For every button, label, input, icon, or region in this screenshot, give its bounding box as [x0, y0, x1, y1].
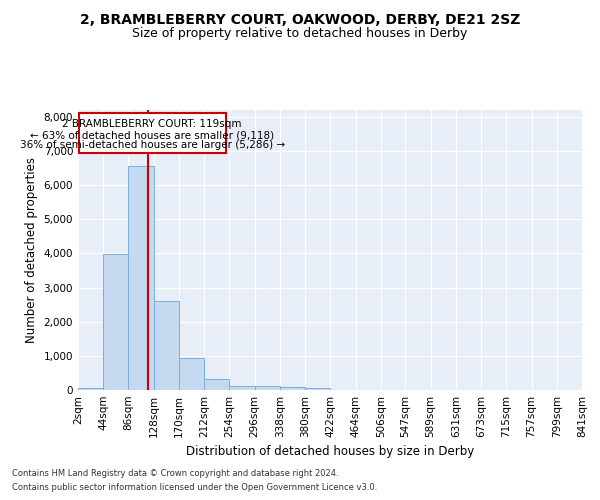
- Bar: [78, 388, 103, 390]
- Bar: [179, 358, 204, 390]
- Text: ← 63% of detached houses are smaller (9,118): ← 63% of detached houses are smaller (9,…: [30, 130, 274, 140]
- Bar: [154, 301, 179, 390]
- Text: 36% of semi-detached houses are larger (5,286) →: 36% of semi-detached houses are larger (…: [20, 140, 285, 150]
- FancyBboxPatch shape: [79, 114, 226, 153]
- Bar: [280, 388, 305, 390]
- Bar: [229, 386, 254, 390]
- Bar: [204, 380, 229, 390]
- Text: 2, BRAMBLEBERRY COURT, OAKWOOD, DERBY, DE21 2SZ: 2, BRAMBLEBERRY COURT, OAKWOOD, DERBY, D…: [80, 12, 520, 26]
- Y-axis label: Number of detached properties: Number of detached properties: [25, 157, 38, 343]
- Text: 2 BRAMBLEBERRY COURT: 119sqm: 2 BRAMBLEBERRY COURT: 119sqm: [62, 119, 242, 129]
- X-axis label: Distribution of detached houses by size in Derby: Distribution of detached houses by size …: [186, 446, 474, 458]
- Text: Contains HM Land Registry data © Crown copyright and database right 2024.: Contains HM Land Registry data © Crown c…: [12, 468, 338, 477]
- Text: Size of property relative to detached houses in Derby: Size of property relative to detached ho…: [133, 28, 467, 40]
- Bar: [128, 166, 154, 390]
- Bar: [254, 386, 280, 390]
- Bar: [103, 254, 128, 390]
- Text: Contains public sector information licensed under the Open Government Licence v3: Contains public sector information licen…: [12, 484, 377, 492]
- Bar: [305, 388, 331, 390]
